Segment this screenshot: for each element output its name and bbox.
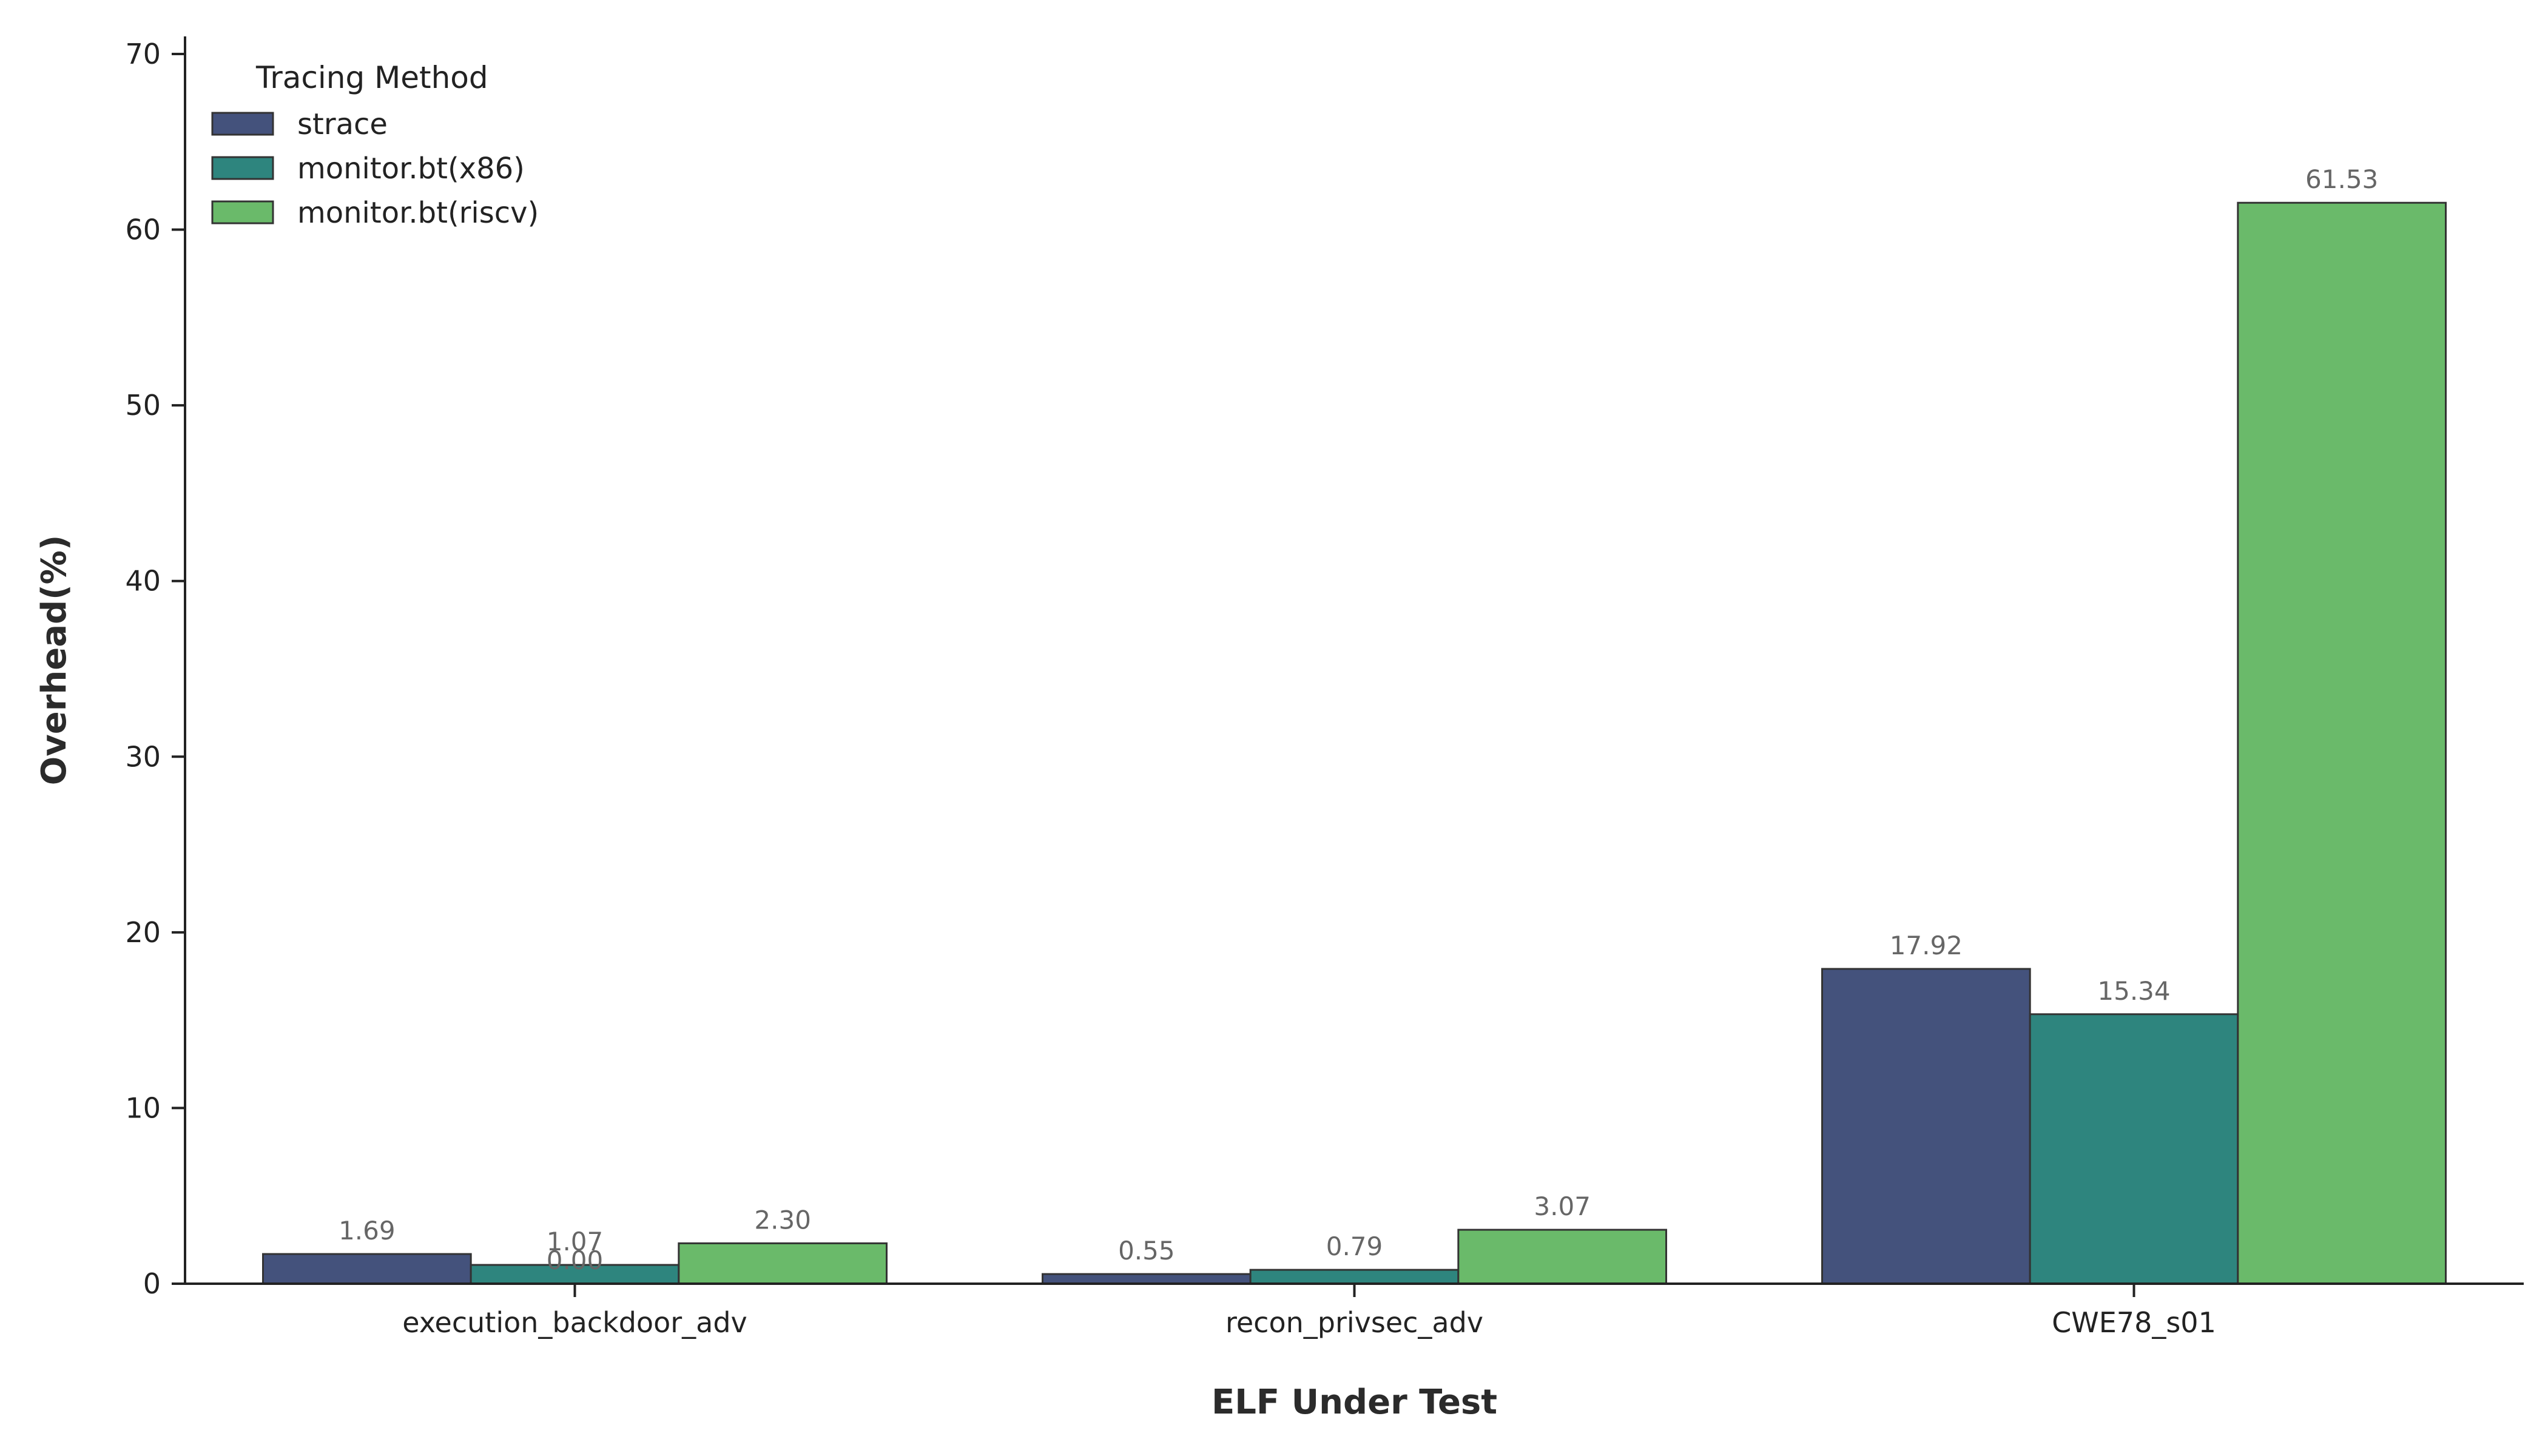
x-axis-title: ELF Under Test: [1212, 1383, 1497, 1422]
bar-2-2: [2237, 201, 2447, 1285]
bar-value-label: 0.00: [547, 1245, 604, 1275]
bar-0-2: [678, 1242, 888, 1285]
bar-1-1: [1249, 1269, 1460, 1285]
y-tick-label: 30: [125, 740, 161, 773]
bar-value-label: 0.55: [1118, 1236, 1175, 1266]
y-tick-label: 60: [125, 214, 161, 246]
bar-2-0: [1821, 968, 2031, 1285]
y-axis-ticks: 0 10 20 30 40 50 60 70: [125, 38, 185, 1300]
legend-entry-label: monitor.bt(riscv): [297, 196, 539, 230]
bars-layer: [262, 201, 2447, 1285]
x-tick-label: recon_privsec_adv: [1225, 1306, 1483, 1339]
bar-value-label: 3.07: [1534, 1191, 1591, 1221]
bar-value-label: 0.79: [1326, 1232, 1383, 1261]
legend-title: Tracing Method: [255, 60, 488, 95]
legend-entry-label: strace: [297, 107, 388, 141]
y-tick-label: 20: [125, 916, 161, 949]
legend-swatch: [211, 112, 274, 136]
legend: Tracing Method strace monitor.bt(x86) moni…: [211, 60, 539, 230]
y-tick-label: 40: [125, 565, 161, 598]
bar-1-0: [1042, 1273, 1252, 1285]
bar-value-label: 1.69: [339, 1216, 396, 1245]
legend-entry-label: monitor.bt(x86): [297, 152, 525, 186]
y-tick-label: 70: [125, 38, 161, 70]
bar-1-2: [1457, 1228, 1667, 1285]
bar-value-label: 1.07: [547, 1227, 604, 1256]
y-axis-title: Overhead(%): [35, 535, 74, 786]
legend-swatch: [211, 200, 274, 224]
bar-value-label: 61.53: [2305, 164, 2378, 194]
bar-labels-layer: 1.69 0.55 17.92 1.07 0.79 15.34 2.30 3.07 61.53 0…: [339, 164, 2378, 1275]
bar-value-label: 15.34: [2097, 976, 2170, 1006]
bar-value-label: 2.30: [754, 1205, 811, 1235]
bar-value-label: 17.92: [1890, 931, 1963, 960]
y-tick-label: 0: [143, 1267, 161, 1300]
y-tick-label: 10: [125, 1091, 161, 1124]
x-tick-label: CWE78_s01: [2052, 1306, 2216, 1339]
legend-swatch: [211, 156, 274, 180]
bar-2-1: [2029, 1013, 2239, 1285]
x-tick-label: execution_backdoor_adv: [402, 1306, 747, 1339]
bar-0-0: [262, 1253, 472, 1285]
y-tick-label: 50: [125, 389, 161, 422]
x-axis-ticks: execution_backdoor_adv recon_privsec_adv C…: [402, 1284, 2216, 1339]
